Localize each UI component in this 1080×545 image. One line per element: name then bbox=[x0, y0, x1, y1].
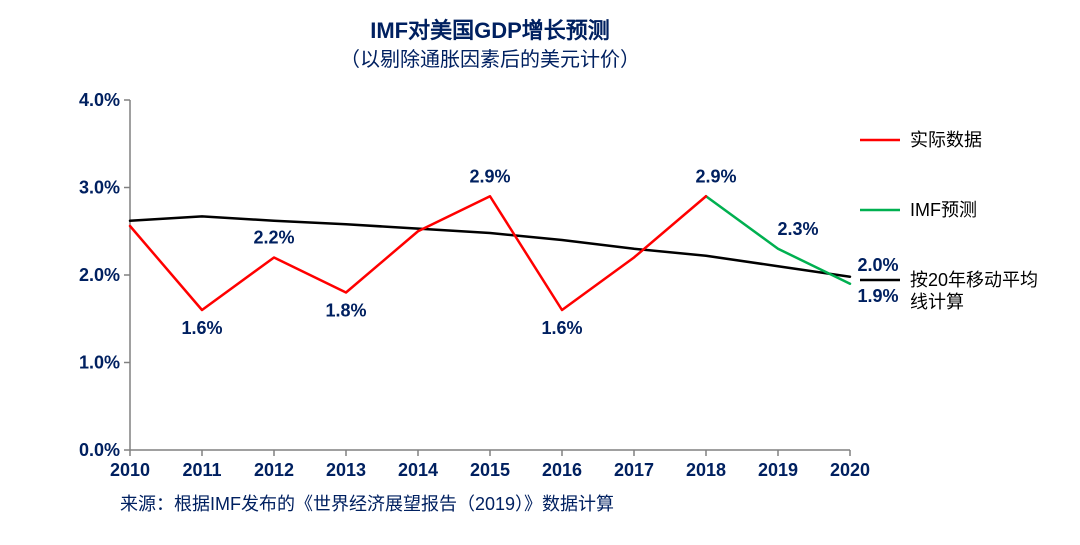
legend-label: IMF预测 bbox=[910, 200, 977, 220]
point-label: 1.8% bbox=[325, 301, 366, 321]
x-tick-label: 2014 bbox=[398, 460, 438, 480]
point-label: 2.0% bbox=[857, 255, 898, 275]
x-tick-label: 2013 bbox=[326, 460, 366, 480]
point-label: 1.6% bbox=[541, 318, 582, 338]
x-tick-label: 2018 bbox=[686, 460, 726, 480]
y-tick-label: 3.0% bbox=[79, 178, 120, 198]
x-tick-label: 2010 bbox=[110, 460, 150, 480]
y-tick-label: 1.0% bbox=[79, 353, 120, 373]
series-actual bbox=[130, 196, 706, 310]
x-tick-label: 2011 bbox=[182, 460, 221, 480]
y-tick-label: 0.0% bbox=[79, 440, 120, 460]
legend-label: 按20年移动平均 bbox=[910, 270, 1038, 290]
gdp-forecast-chart: IMF对美国GDP增长预测 （以剔除通胀因素后的美元计价） 0.0% 1.0% 2.0%… bbox=[0, 0, 1080, 545]
legend-label: 线计算 bbox=[910, 292, 964, 312]
x-tick-label: 2016 bbox=[542, 460, 582, 480]
x-tick-label: 2017 bbox=[614, 460, 654, 480]
x-tick-label: 2019 bbox=[758, 460, 798, 480]
point-label: 1.9% bbox=[857, 286, 898, 306]
x-tick-label: 2020 bbox=[830, 460, 870, 480]
series-imf_forecast bbox=[706, 196, 850, 284]
chart-subtitle: （以剔除通胀因素后的美元计价） bbox=[340, 48, 640, 71]
point-label: 2.3% bbox=[777, 219, 818, 239]
y-tick-label: 2.0% bbox=[79, 265, 120, 285]
chart-svg: IMF对美国GDP增长预测 （以剔除通胀因素后的美元计价） 0.0% 1.0% 2.0%… bbox=[0, 0, 1080, 545]
point-label: 2.2% bbox=[253, 228, 294, 248]
series-ma20 bbox=[130, 216, 850, 276]
y-tick-label: 4.0% bbox=[79, 90, 120, 110]
x-tick-label: 2012 bbox=[254, 460, 294, 480]
chart-source: 来源：根据IMF发布的《世界经济展望报告（2019）》数据计算 bbox=[120, 494, 614, 514]
chart-title: IMF对美国GDP增长预测 bbox=[370, 18, 610, 43]
point-label: 2.9% bbox=[695, 166, 736, 186]
legend-label: 实际数据 bbox=[910, 130, 982, 150]
point-label: 1.6% bbox=[181, 318, 222, 338]
x-tick-label: 2015 bbox=[470, 460, 510, 480]
point-label: 2.9% bbox=[469, 166, 510, 186]
